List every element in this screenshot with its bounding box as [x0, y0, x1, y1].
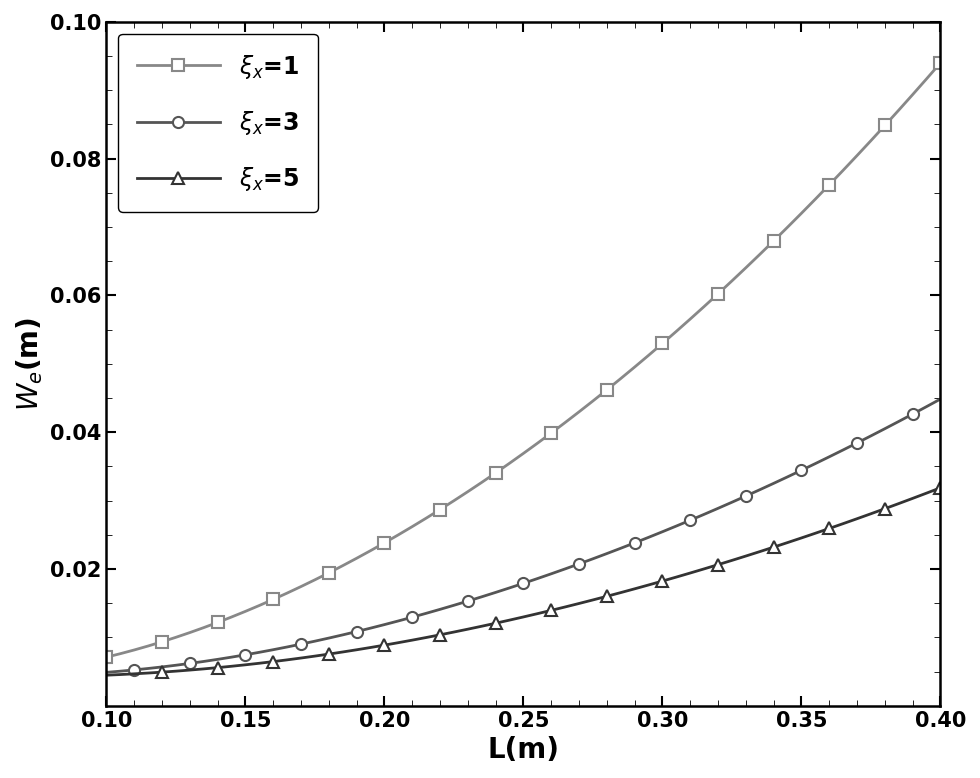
$\xi_x$=5 — [392, 638, 404, 647]
$\xi_x$=5 — [935, 483, 947, 492]
Legend: $\xi_x$=1, $\xi_x$=3, $\xi_x$=5: $\xi_x$=1, $\xi_x$=3, $\xi_x$=5 — [119, 33, 318, 212]
$\xi_x$=3 — [295, 640, 307, 649]
$\xi_x$=1 — [392, 530, 404, 539]
Y-axis label: $W_e$(m): $W_e$(m) — [14, 317, 45, 411]
$\xi_x$=3 — [823, 452, 835, 461]
X-axis label: L(m): L(m) — [487, 736, 560, 764]
$\xi_x$=1 — [601, 385, 612, 394]
$\xi_x$=1 — [546, 429, 558, 438]
$\xi_x$=1 — [268, 594, 279, 604]
$\xi_x$=5 — [823, 524, 835, 533]
$\xi_x$=1 — [823, 180, 835, 190]
Line: $\xi_x$=1: $\xi_x$=1 — [101, 58, 946, 663]
$\xi_x$=3 — [392, 616, 404, 626]
$\xi_x$=5 — [101, 671, 113, 680]
$\xi_x$=3 — [268, 645, 279, 654]
$\xi_x$=1 — [935, 58, 947, 68]
$\xi_x$=3 — [546, 569, 558, 579]
$\xi_x$=5 — [295, 654, 307, 663]
$\xi_x$=3 — [101, 668, 113, 677]
$\xi_x$=5 — [601, 591, 612, 601]
Line: $\xi_x$=3: $\xi_x$=3 — [101, 394, 946, 678]
$\xi_x$=1 — [101, 653, 113, 662]
$\xi_x$=1 — [295, 582, 307, 591]
Line: $\xi_x$=5: $\xi_x$=5 — [101, 482, 946, 681]
$\xi_x$=5 — [268, 657, 279, 666]
$\xi_x$=5 — [546, 606, 558, 615]
$\xi_x$=3 — [935, 394, 947, 404]
$\xi_x$=3 — [601, 549, 612, 559]
